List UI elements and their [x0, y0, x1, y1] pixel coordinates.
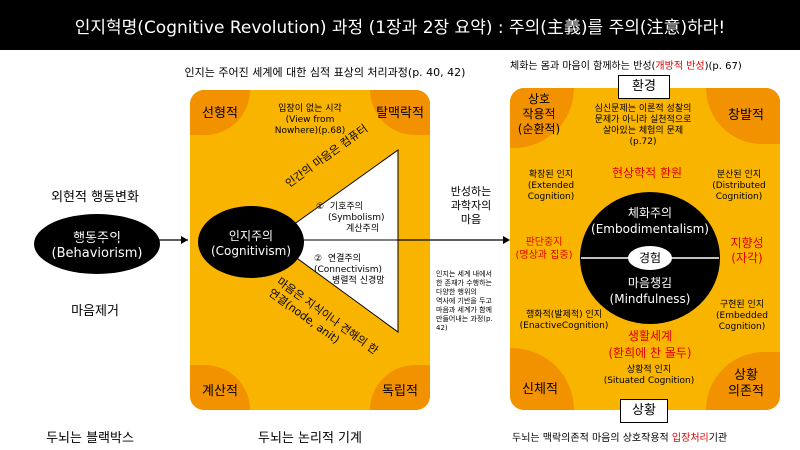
symbolism-block: ① 기호주의 (Symbolism) 계산주의 [316, 202, 385, 234]
phenomenological-reduction: 현상학적 환원 [611, 166, 683, 180]
environment-tab: 환경 [618, 75, 670, 99]
cognitivism-label: 인지주의 [228, 228, 274, 243]
right-header: 체화는 몸과 마음이 함께하는 반성(개방적 반성)(p. 67) [510, 61, 742, 72]
behaviorism-circle: 행동주의 (Behaviorism) [34, 214, 160, 274]
experience-oval: 경험 [628, 246, 672, 270]
corner-situational-label: 상황 의존적 [728, 368, 764, 399]
cognitivism-circle: 인지주의 (Cognitivism) [198, 206, 304, 278]
middle-header: 인지는 주어진 세계에 대한 심적 표상의 처리과정(p. 40, 42) [184, 66, 466, 79]
middle-footer: 두뇌는 논리적 기계 [258, 431, 362, 446]
behaviorism-label: 행동주의 [73, 231, 121, 246]
extended-cognition: 확장된 인지 (Extended Cognition) [527, 170, 575, 202]
view-from-nowhere-note: 입장이 없는 시각 (View from Nowhere)(p.68) [274, 104, 346, 136]
distributed-cognition: 분산된 인지 (Distributed Cognition) [712, 170, 766, 202]
corner-decontext-label: 탈맥락적 [376, 106, 424, 121]
enactive-cognition: 행화적(발제적) 인지 (EnactiveCognition) [519, 310, 609, 331]
cognition-process-note: 인지는 세계 내에서 한 존재가 수행하는 다양한 행위의 역사에 기반을 두고… [436, 270, 493, 332]
arrowhead-left [181, 236, 188, 244]
computer-triangle [271, 149, 399, 333]
corner-emergent-label: 창발적 [728, 108, 764, 123]
left-footer: 두뇌는 블랙박스 [46, 431, 134, 446]
cognitivism-en-label: (Cognitivism) [210, 243, 292, 258]
corner-linear-label: 선형적 [202, 106, 238, 121]
arrowhead-right [503, 236, 510, 244]
embodimentalism-label: 체화주의 (Embodimentalism) [591, 206, 709, 236]
reflective-mind-label: 반성하는 과학자의 마음 [450, 185, 492, 226]
behaviorism-en-label: (Behaviorism) [51, 246, 143, 261]
connectivism-block: ② 연결주의 (Connectivism) 병렬적 신경망 [314, 254, 385, 286]
corner-computational-label: 계산적 [202, 384, 238, 399]
situation-tab: 상황 [620, 399, 668, 423]
corner-interactive-label: 상호 작용적 (순환적) [517, 92, 561, 136]
lifeworld-label: 생활세계 (환희에 찬 몰두) [608, 329, 692, 360]
mind-removal-label: 마음제거 [71, 304, 119, 319]
epoche-label: 판단중지 (명상과 집중) [515, 237, 573, 261]
mindfulness-label: 마음챙김 (Mindfulness) [609, 276, 691, 306]
situated-cognition: 상황적 인지 (Situated Cognition) [603, 365, 695, 386]
page-title: 인지혁명(Cognitive Revolution) 과정 (1장과 2장 요약… [0, 0, 800, 50]
overt-behavior-label: 외현적 행동변화 [51, 190, 139, 205]
corner-independent-label: 독립적 [382, 384, 418, 399]
corner-bodily-label: 신체적 [522, 382, 558, 397]
embedded-cognition: 구현된 인지 (Embedded Cognition) [716, 300, 768, 332]
mind-body-note: 심신문제는 이론적 성찰의 문제가 아니라 실천적으로 살아있는 체험의 문제 … [594, 104, 692, 147]
intentionality-label: 지향성 (자각) [730, 236, 764, 265]
right-footer: 두뇌는 맥락의존적 마음의 상호작용적 입장처리기관 [512, 433, 728, 444]
